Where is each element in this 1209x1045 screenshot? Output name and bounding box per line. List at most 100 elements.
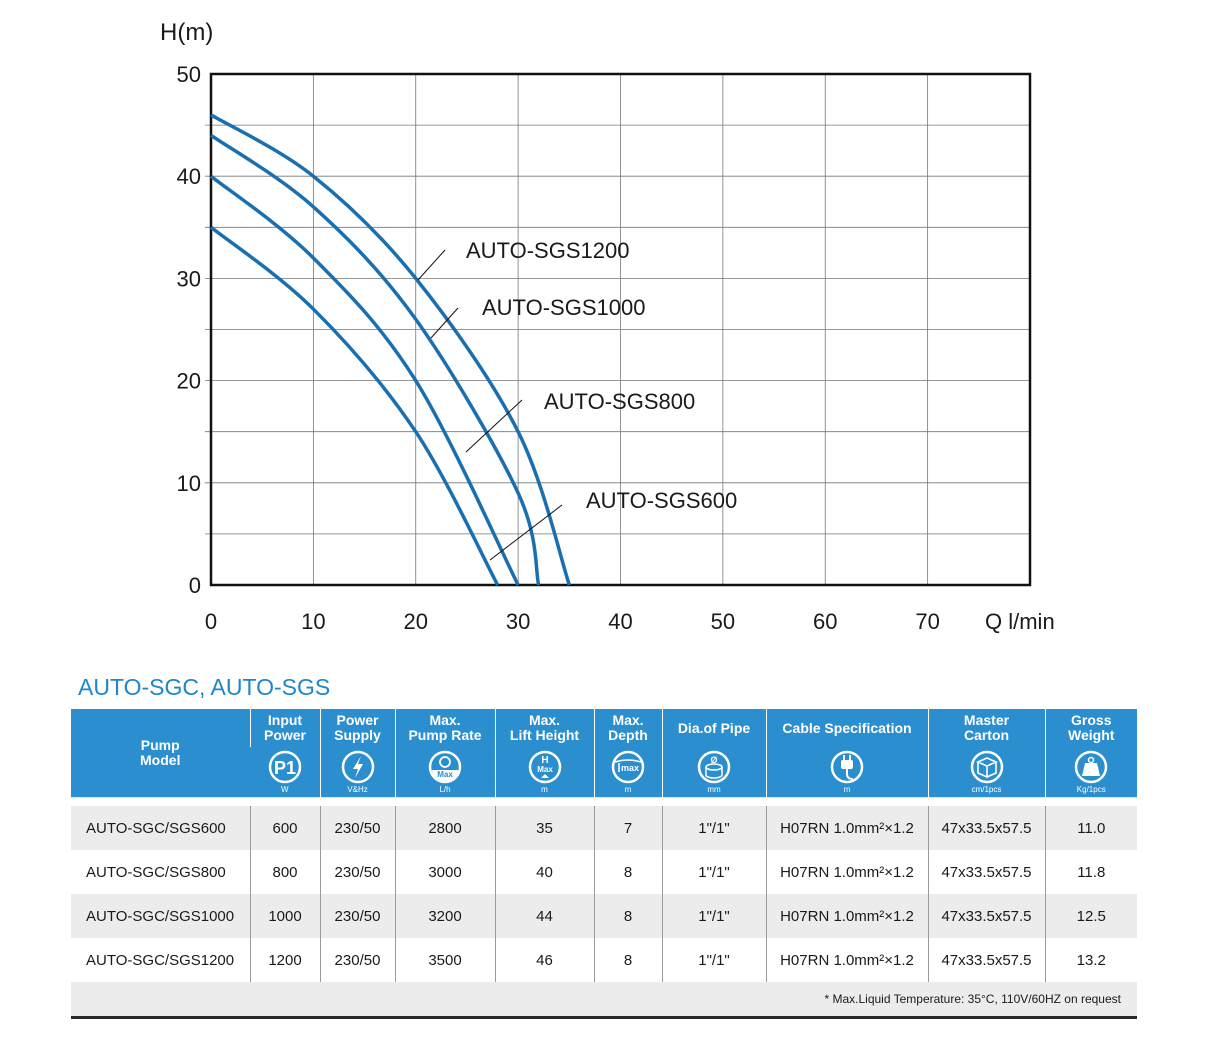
header-gross-weight: Gross Weight [1044, 709, 1137, 747]
x-tick-label: 0 [205, 609, 217, 634]
cell-model: AUTO-SGC/SGS1000 [71, 894, 250, 938]
x-tick-label: 40 [608, 609, 632, 634]
cell-weight: 11.8 [1044, 850, 1137, 894]
cell-carton: 47x33.5x57.5 [927, 894, 1045, 938]
cell-weight: 11.0 [1044, 806, 1137, 850]
cell-cable: H07RN 1.0mm²×1.2 [765, 850, 928, 894]
unit-weight: Kg/1pcs [1076, 785, 1106, 794]
x-tick-label: 10 [301, 609, 325, 634]
y-axis-label: H(m) [160, 19, 213, 46]
table-body: AUTO-SGC/SGS600 600 230/50 2800 35 7 1"/1" H07R… [71, 797, 1137, 1019]
series-label-auto-sgs800: AUTO-SGS800 [544, 389, 695, 414]
svg-text:max: max [621, 763, 639, 773]
table-row: AUTO-SGC/SGS800 800 230/50 3000 40 8 1"/1" H07R… [71, 850, 1137, 894]
y-tick-label: 40 [177, 164, 201, 189]
header-max-lift-height: Max. Lift Height [494, 709, 594, 747]
unit-pump-rate: L/h [439, 785, 451, 794]
cell-pipe: 1"/1" [661, 894, 766, 938]
header-master-carton: Master Carton [927, 709, 1045, 747]
cell-lift-height: 35 [494, 806, 594, 850]
cell-depth: 7 [593, 806, 662, 850]
cell-weight: 13.2 [1044, 938, 1137, 982]
table-title: AUTO-SGC, AUTO-SGS [78, 674, 331, 700]
header-pipe-diameter: Dia.of Pipe [661, 709, 766, 747]
table-row: AUTO-SGC/SGS600 600 230/50 2800 35 7 1"/1" H07R… [71, 806, 1137, 850]
series-line-auto-sgs600 [209, 225, 500, 586]
chart-curves [209, 113, 571, 586]
header-model-line: Model [140, 752, 181, 768]
cell-pipe: 1"/1" [661, 938, 766, 982]
cell-pipe: 1"/1" [661, 850, 766, 894]
cell-model: AUTO-SGC/SGS1200 [86, 951, 235, 969]
cell-model: AUTO-SGC/SGS800 [86, 863, 226, 881]
cell-depth: 8 [593, 938, 662, 982]
cell-input-power: 1200 [249, 938, 320, 982]
table-note-row: * Max.Liquid Temperature: 35°C, 110V/60H… [71, 982, 1137, 1019]
plug-icon [767, 750, 928, 784]
unit-input-power: W [280, 785, 289, 794]
cell-power-supply: 230/50 [319, 850, 395, 894]
cell-cable: H07RN 1.0mm²×1.2 [765, 806, 928, 850]
table-row: AUTO-SGC/SGS1000 1000 230/50 3200 44 8 1"/1" H0… [71, 894, 1137, 938]
cell-carton: 47x33.5x57.5 [927, 938, 1045, 982]
cell-lift-height: 40 [494, 850, 594, 894]
series-line-auto-sgs800 [209, 174, 520, 586]
header-max-depth: Max. Depth [593, 709, 662, 747]
unit-cable: m [843, 785, 851, 794]
unit-pipe: mm [707, 785, 721, 794]
x-tick-label: 50 [711, 609, 735, 634]
p1-icon: P1 [250, 750, 320, 784]
max-flow-icon: Max [396, 750, 495, 784]
y-tick-label: 0 [189, 573, 201, 598]
header-cable-spec: Cable Specification [765, 709, 928, 747]
header-input-power: Input Power [249, 709, 320, 747]
cell-model: AUTO-SGC/SGS600 [71, 806, 250, 850]
table-note: * Max.Liquid Temperature: 35°C, 110V/60H… [71, 982, 1137, 1019]
x-tick-label: 60 [813, 609, 837, 634]
header-pump-model: Pump Model [71, 709, 250, 798]
table-icon-row: P1 W V&Hz Max L/h H Max m max m Ø mm m [71, 747, 1137, 798]
lightning-icon [321, 750, 395, 784]
cell-lift-height: 46 [494, 938, 594, 982]
x-tick-label: 20 [404, 609, 428, 634]
header-max-pump-rate: Max. Pump Rate [394, 709, 495, 747]
cell-input-power: 600 [249, 806, 320, 850]
header-pump-line: Pump [140, 737, 180, 753]
spec-table: Pump Model Input Power Power Supply Max. Pu… [71, 709, 1137, 1019]
svg-text:P1: P1 [274, 758, 296, 778]
cell-lift-height: 44 [494, 894, 594, 938]
series-leader-line [489, 504, 563, 561]
series-label-auto-sgs1000: AUTO-SGS1000 [482, 295, 645, 320]
unit-depth: m [624, 785, 632, 794]
table-row: AUTO-SGC/SGS1200 1200 230/50 3500 46 8 1"/1" H0… [71, 938, 1137, 982]
unit-power-supply: V&Hz [347, 785, 368, 794]
cell-pump-rate: 3200 [394, 894, 495, 938]
cell-input-power: 1000 [249, 894, 320, 938]
pipe-diameter-icon: Ø [663, 750, 766, 784]
cell-pump-rate: 3000 [394, 850, 495, 894]
series-leader-line [430, 307, 459, 339]
x-axis-label: Q l/min [985, 609, 1055, 634]
lift-height-icon: H Max [496, 750, 594, 784]
pump-performance-chart: 0 10 20 30 40 50 60 70 0 10 20 30 40 50 AUTO-SGS600 AUT… [160, 19, 1055, 634]
chart-labels: 0 10 20 30 40 50 60 70 0 10 20 30 40 50 AUTO-SGS600 AUT… [177, 62, 940, 634]
y-tick-label: 30 [177, 266, 201, 291]
series-leader-line [417, 249, 446, 281]
x-tick-label: 70 [915, 609, 939, 634]
plot-frame [209, 72, 1032, 587]
cell-depth: 8 [593, 850, 662, 894]
svg-text:Max: Max [437, 770, 453, 779]
series-leader-line [465, 399, 523, 453]
svg-text:Max: Max [537, 765, 553, 774]
depth-icon: max [595, 750, 662, 784]
chart-grid [205, 72, 1032, 587]
series-label-auto-sgs1200: AUTO-SGS1200 [466, 238, 629, 263]
cell-weight: 12.5 [1044, 894, 1137, 938]
cell-carton: 47x33.5x57.5 [927, 806, 1045, 850]
y-tick-label: 50 [177, 62, 201, 87]
cell-cable: H07RN 1.0mm²×1.2 [765, 894, 928, 938]
cell-carton: 47x33.5x57.5 [927, 850, 1045, 894]
cell-depth: 8 [593, 894, 662, 938]
svg-text:H: H [541, 755, 548, 766]
carton-icon [929, 750, 1045, 784]
